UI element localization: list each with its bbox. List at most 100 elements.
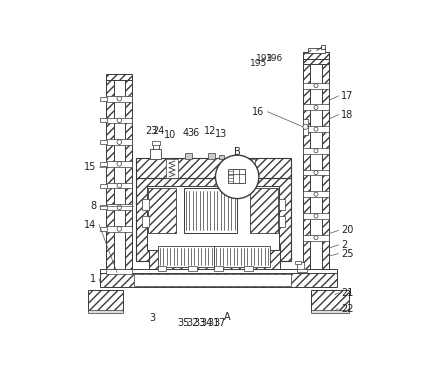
Bar bbox=[303, 58, 329, 64]
Bar bbox=[100, 162, 107, 166]
Bar bbox=[303, 191, 329, 197]
Text: 24: 24 bbox=[152, 126, 165, 136]
Circle shape bbox=[117, 96, 122, 101]
Bar bbox=[303, 148, 329, 154]
Bar bbox=[100, 97, 107, 101]
Bar bbox=[185, 153, 192, 159]
Bar bbox=[136, 178, 291, 261]
Text: 195: 195 bbox=[250, 59, 268, 68]
Bar bbox=[303, 52, 329, 59]
Bar bbox=[150, 149, 161, 159]
Circle shape bbox=[303, 124, 308, 129]
Text: 18: 18 bbox=[342, 110, 354, 120]
Bar bbox=[214, 266, 223, 271]
Bar bbox=[322, 62, 329, 270]
Text: 37: 37 bbox=[214, 318, 225, 328]
Bar bbox=[311, 290, 349, 311]
Text: 3: 3 bbox=[149, 313, 155, 323]
Bar bbox=[125, 79, 132, 271]
Text: 17: 17 bbox=[342, 91, 354, 101]
Bar bbox=[148, 186, 279, 250]
Circle shape bbox=[314, 170, 318, 174]
Text: 23: 23 bbox=[146, 126, 158, 136]
Text: 13: 13 bbox=[215, 129, 227, 139]
Circle shape bbox=[314, 236, 318, 240]
Bar bbox=[311, 310, 349, 312]
Bar bbox=[303, 213, 329, 219]
Bar bbox=[100, 271, 337, 287]
Bar bbox=[106, 139, 132, 145]
Circle shape bbox=[117, 205, 122, 209]
Bar bbox=[88, 310, 123, 312]
Text: 15: 15 bbox=[84, 162, 96, 172]
Text: 22: 22 bbox=[342, 303, 354, 314]
Bar bbox=[308, 48, 326, 53]
Bar bbox=[208, 153, 214, 159]
Text: 32: 32 bbox=[186, 318, 198, 328]
Text: 35: 35 bbox=[178, 318, 190, 328]
Bar bbox=[303, 83, 329, 89]
Bar bbox=[296, 262, 304, 271]
Bar bbox=[100, 140, 107, 144]
Bar bbox=[149, 244, 280, 270]
Text: 4: 4 bbox=[183, 129, 189, 138]
Bar bbox=[88, 290, 123, 311]
Bar bbox=[106, 79, 113, 271]
Bar bbox=[279, 216, 285, 227]
Text: 1: 1 bbox=[90, 274, 96, 284]
Text: 31: 31 bbox=[207, 318, 219, 328]
Bar bbox=[106, 117, 132, 123]
Bar bbox=[100, 118, 107, 123]
Text: 193: 193 bbox=[256, 54, 273, 63]
Text: 10: 10 bbox=[164, 130, 176, 140]
Text: 8: 8 bbox=[90, 201, 96, 211]
Circle shape bbox=[117, 183, 122, 188]
Bar bbox=[106, 96, 132, 102]
Bar bbox=[143, 216, 149, 227]
Bar bbox=[106, 226, 132, 232]
Bar bbox=[183, 188, 237, 233]
Text: A: A bbox=[224, 312, 230, 322]
Bar bbox=[303, 62, 310, 270]
Bar bbox=[295, 261, 301, 264]
Bar bbox=[152, 141, 160, 145]
Text: 33: 33 bbox=[194, 318, 206, 328]
Bar bbox=[245, 266, 253, 271]
Text: B: B bbox=[234, 147, 241, 157]
Bar bbox=[229, 169, 245, 183]
Text: 196: 196 bbox=[266, 54, 283, 63]
Circle shape bbox=[314, 105, 318, 109]
Circle shape bbox=[117, 140, 122, 144]
Bar bbox=[106, 161, 132, 167]
Circle shape bbox=[117, 227, 122, 231]
Bar bbox=[158, 266, 166, 271]
Bar bbox=[100, 183, 107, 188]
Text: 34: 34 bbox=[200, 318, 212, 328]
Bar bbox=[106, 270, 132, 274]
Bar bbox=[100, 227, 107, 231]
Circle shape bbox=[314, 83, 318, 88]
Bar bbox=[136, 158, 291, 178]
Bar bbox=[188, 266, 197, 271]
Bar bbox=[219, 155, 224, 159]
Bar bbox=[148, 188, 176, 233]
Bar bbox=[214, 246, 271, 267]
Circle shape bbox=[314, 214, 318, 218]
Bar bbox=[321, 45, 326, 49]
Text: 25: 25 bbox=[342, 249, 354, 259]
Circle shape bbox=[215, 155, 259, 199]
Text: 16: 16 bbox=[253, 107, 264, 117]
Bar bbox=[303, 235, 329, 241]
Text: 36: 36 bbox=[188, 129, 200, 138]
Bar bbox=[143, 199, 149, 209]
Bar bbox=[106, 183, 132, 188]
Bar bbox=[134, 274, 291, 286]
Bar bbox=[303, 126, 329, 132]
Bar bbox=[250, 188, 278, 233]
Circle shape bbox=[314, 127, 318, 131]
Bar bbox=[244, 159, 256, 178]
Circle shape bbox=[117, 118, 122, 123]
Bar bbox=[166, 159, 178, 178]
Bar bbox=[303, 105, 329, 110]
Bar bbox=[303, 119, 308, 135]
